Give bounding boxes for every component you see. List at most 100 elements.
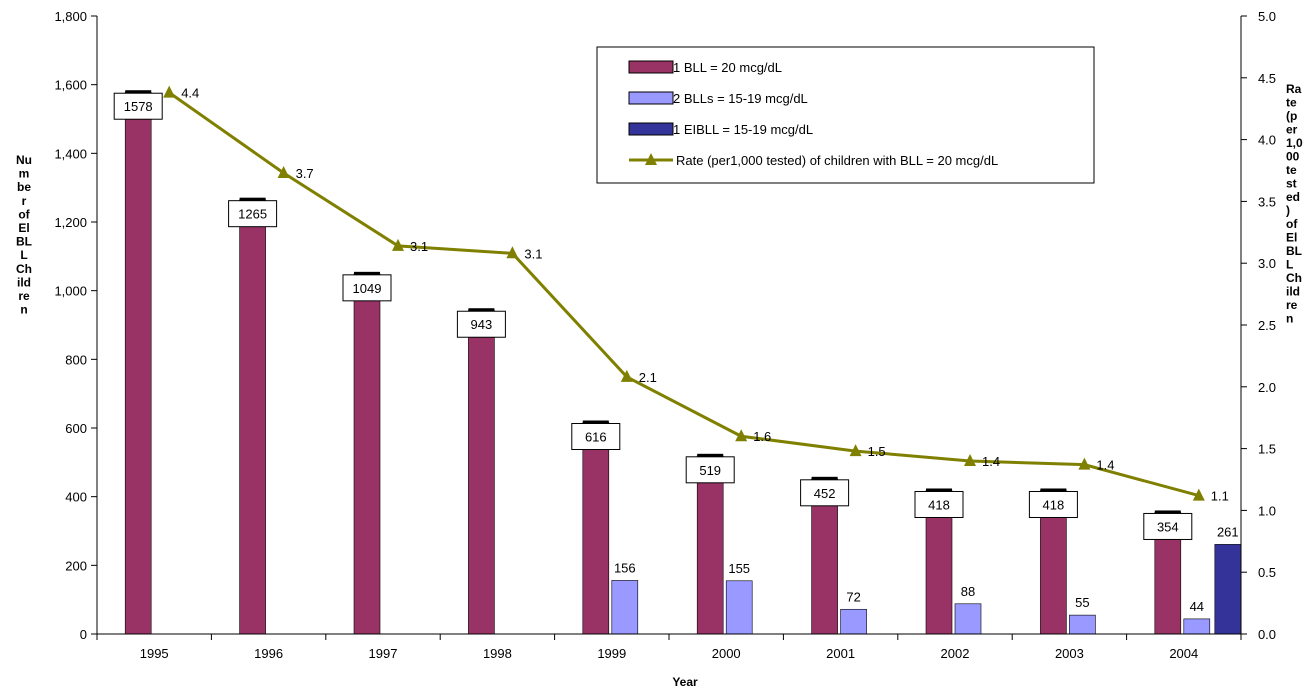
bar-1-1996 [239, 199, 266, 635]
y-tick-label: 1,400 [54, 146, 87, 161]
error-cap [468, 308, 495, 312]
data-label: 88 [961, 584, 975, 599]
rate-marker-2003 [1078, 457, 1091, 470]
y-tick-label: 0 [80, 627, 87, 642]
y2-axis-title-line: of [1286, 217, 1298, 231]
rate-marker-2001 [849, 444, 862, 457]
y2-tick-label: 3.0 [1258, 256, 1276, 271]
x-axis-ticks: 1995 1996 1997 1998 1999 2000 2001 2002 2003 2004 [96, 634, 1242, 661]
x-tick-label: 1995 [140, 646, 169, 661]
bar-2-2004 [1183, 618, 1211, 635]
data-label-box [1028, 490, 1078, 518]
data-label: 1265 [238, 207, 267, 222]
axes [96, 16, 1242, 635]
rate-marker-1996 [277, 165, 290, 178]
y-axis-title-line: n [20, 303, 27, 317]
y-axis-ticks: 0 200 400 600 800 1,000 1,200 1,400 1,600 1,800 [54, 9, 97, 642]
y-axis-title-line: ild [17, 275, 31, 289]
y2-tick-label: 4.0 [1258, 133, 1276, 148]
x-tick-label: 1996 [254, 646, 283, 661]
bar-1-1995 [124, 91, 152, 635]
y-tick-label: 1,600 [54, 78, 87, 93]
rate-label: 1.1 [1211, 489, 1229, 504]
error-cap [926, 488, 952, 492]
y-tick-label: 1,200 [54, 215, 87, 230]
legend-label-1: 1 BLL = 20 mcg/dL [673, 60, 782, 75]
y2-axis-title-line: (p [1286, 109, 1297, 123]
error-cap [1040, 488, 1067, 492]
error-cap [582, 420, 609, 424]
y-axis-title-line: re [18, 289, 30, 303]
y2-tick-label: 3.5 [1258, 194, 1276, 209]
y2-axis-title-line: te [1286, 163, 1297, 177]
rate-label: 1.6 [753, 429, 771, 444]
bar-1-1998 [468, 309, 495, 635]
y2-tick-label: 0.0 [1258, 627, 1276, 642]
legend-swatch-3 [628, 122, 674, 136]
x-tick-label: 2004 [1169, 646, 1198, 661]
legend-box [596, 46, 1095, 184]
x-tick-label: 2000 [712, 646, 741, 661]
y-tick-label: 1,000 [54, 284, 87, 299]
y2-axis-title-line: ed [1286, 190, 1300, 204]
bar-2-1999 [611, 580, 639, 635]
data-label-box [1143, 512, 1193, 540]
y2-axis-title-line: BL [1286, 244, 1302, 258]
y2-axis-title-line: re [1286, 298, 1298, 312]
data-label: 418 [1043, 497, 1065, 512]
y2-axis-ticks: 0.0 0.5 1.0 1.5 2.0 2.5 3.0 3.5 4.0 4.5 5.0 [1241, 9, 1276, 642]
y-axis-title-line: L [20, 248, 27, 262]
y-tick-label: 400 [65, 490, 87, 505]
y-axis-title-line: Ch [16, 262, 32, 276]
legend-label-2: 2 BLLs = 15-19 mcg/dL [673, 91, 808, 106]
rate-label: 3.1 [410, 239, 428, 254]
bar-1-2000 [696, 455, 724, 635]
y2-axis-title-line: L [1286, 258, 1293, 272]
y2-tick-label: 0.5 [1258, 565, 1276, 580]
y2-axis-title-line: 1,0 [1286, 136, 1303, 150]
rate-marker-2004 [1192, 488, 1205, 501]
rate-line: 4.4 3.7 3.1 3.1 2.1 1.6 1.5 1.4 1.4 1.1 [163, 86, 1229, 504]
rate-marker-2002 [964, 453, 976, 466]
rate-marker-1998 [506, 246, 519, 259]
x-axis-title: Year [672, 675, 698, 689]
data-label: 452 [814, 486, 836, 501]
data-label: 155 [728, 561, 750, 576]
y2-axis-title-line: n [1286, 312, 1293, 326]
data-label: 1049 [353, 281, 382, 296]
data-label-box [456, 310, 506, 338]
bar-2-2000 [725, 580, 753, 635]
rate-marker-1995 [163, 85, 176, 98]
y2-axis-title-line: ) [1286, 204, 1290, 218]
legend-swatch-2 [628, 91, 674, 105]
x-tick-label: 2003 [1055, 646, 1084, 661]
data-label-box [800, 479, 850, 507]
y-tick-label: 600 [65, 421, 87, 436]
y-tick-label: 800 [65, 352, 87, 367]
data-label: 156 [614, 560, 636, 575]
bar-1-1999 [582, 422, 610, 635]
x-tick-label: 2001 [826, 646, 855, 661]
rate-label: 3.1 [524, 246, 542, 261]
data-label-box [685, 456, 735, 484]
data-label-box [571, 423, 621, 451]
bar-2-2001 [840, 608, 867, 635]
y2-axis-title-line: Ch [1286, 271, 1302, 285]
y2-axis-title-line: Ra [1286, 82, 1302, 96]
rate-marker-2000 [735, 429, 748, 442]
bar-2-2003 [1069, 614, 1096, 635]
rate-label: 4.4 [181, 86, 199, 101]
y-tick-label: 200 [65, 558, 87, 573]
data-label-box [113, 92, 163, 120]
rate-label: 1.5 [868, 444, 886, 459]
error-cap [1154, 510, 1181, 514]
y2-axis-title-line: st [1286, 177, 1297, 191]
error-cap [697, 453, 724, 457]
data-label: 616 [585, 430, 607, 445]
data-label: 55 [1075, 595, 1089, 610]
rate-label: 2.1 [639, 370, 657, 385]
y2-tick-label: 4.5 [1258, 71, 1276, 86]
